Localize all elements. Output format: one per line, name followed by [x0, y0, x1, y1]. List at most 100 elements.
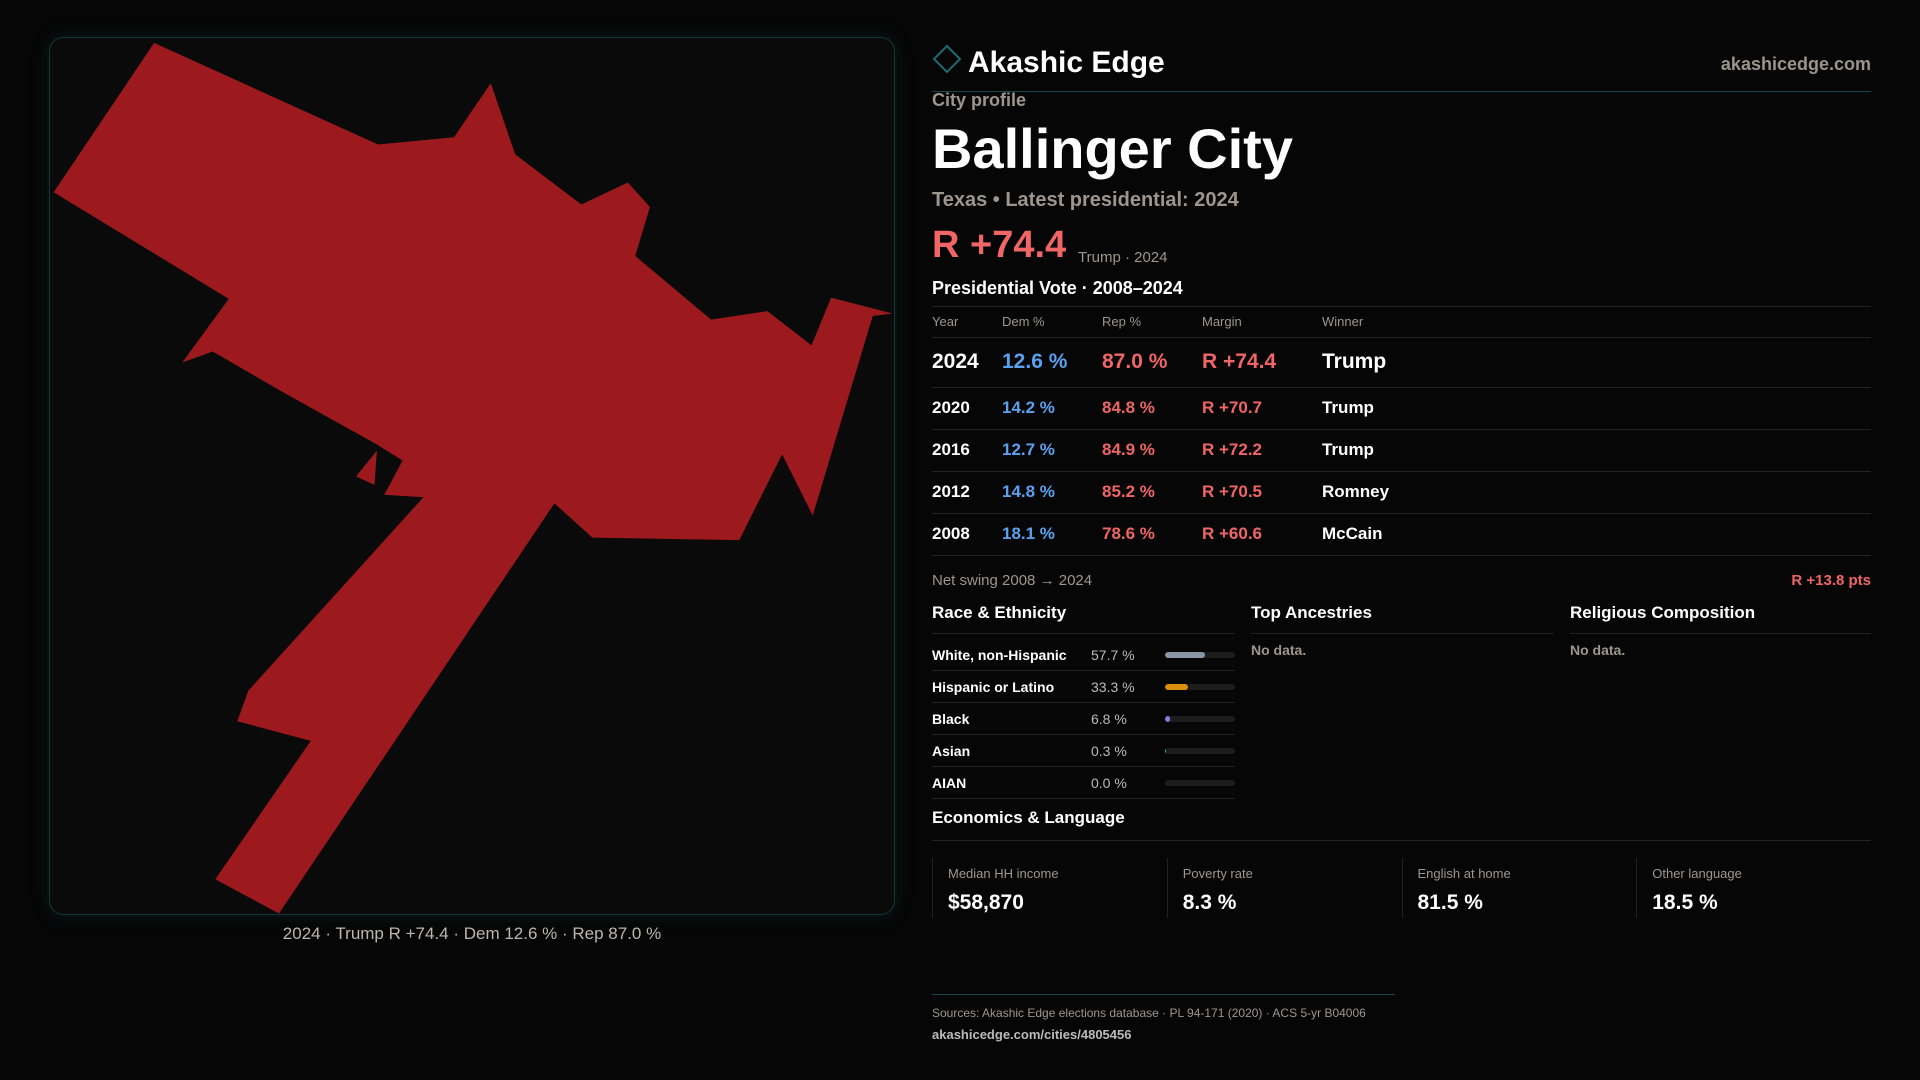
econ-title: Economics & Language — [932, 808, 1871, 841]
cell-winner: Trump — [1322, 429, 1871, 472]
cell-margin: R +70.5 — [1202, 471, 1322, 514]
race-title: Race & Ethnicity — [932, 603, 1235, 634]
cell-year: 2020 — [932, 387, 1002, 430]
cell-dem: 14.8 % — [1002, 471, 1102, 514]
footer-url[interactable]: akashicedge.com/cities/4805456 — [932, 1027, 1132, 1042]
cell-dem: 12.7 % — [1002, 429, 1102, 472]
econ-label: Poverty rate — [1182, 866, 1253, 881]
econ-value: 18.5 % — [1652, 891, 1718, 914]
cell-winner: Trump — [1322, 337, 1871, 388]
race-section: Race & Ethnicity White, non-Hispanic 57.7… — [932, 603, 1235, 799]
race-value: 6.8 % — [1091, 710, 1127, 727]
cell-margin: R +70.7 — [1202, 387, 1322, 430]
brand-name: Akashic Edge — [968, 46, 1165, 79]
cell-dem: 12.6 % — [1002, 337, 1102, 388]
econ-tile: Poverty rate 8.3 % — [1166, 858, 1402, 918]
footer-divider — [932, 994, 1395, 995]
header: Akashic Edge akashicedge.com — [932, 32, 1871, 92]
cell-year: 2024 — [932, 337, 1002, 388]
vote-row: 2012 14.8 % 85.2 % R +70.5 Romney — [932, 471, 1871, 514]
profile-panel: Akashic Edge akashicedge.com City profil… — [932, 0, 1871, 1080]
econ-section: Economics & Language Median HH income $58… — [932, 808, 1871, 918]
race-row: Asian 0.3 % — [932, 735, 1235, 767]
race-label: AIAN — [932, 774, 967, 791]
city-boundary-map — [53, 42, 893, 914]
ancestries-title: Top Ancestries — [1251, 603, 1554, 634]
religion-empty: No data. — [1570, 642, 1626, 658]
cell-margin: R +60.6 — [1202, 513, 1322, 556]
race-label: Asian — [932, 742, 971, 759]
race-label: Hispanic or Latino — [932, 678, 1055, 695]
cell-winner: Trump — [1322, 387, 1871, 430]
cell-dem: 18.1 % — [1002, 513, 1102, 556]
map-caption: 2024 · Trump R +74.4 · Dem 12.6 % · Rep … — [282, 924, 662, 943]
cell-rep: 78.6 % — [1102, 513, 1202, 556]
col-margin: Margin — [1202, 307, 1322, 338]
race-label: White, non-Hispanic — [932, 646, 1067, 663]
race-value: 57.7 % — [1091, 646, 1135, 663]
cell-dem: 14.2 % — [1002, 387, 1102, 430]
diamond-logo-icon — [932, 44, 962, 74]
econ-label: Other language — [1652, 866, 1742, 881]
vote-row: 2024 12.6 % 87.0 % R +74.4 Trump — [932, 337, 1871, 388]
vote-row: 2016 12.7 % 84.9 % R +72.2 Trump — [932, 429, 1871, 472]
cell-margin: R +72.2 — [1202, 429, 1322, 472]
econ-value: 81.5 % — [1417, 891, 1483, 914]
col-year: Year — [932, 307, 1002, 338]
religion-section: Religious Composition No data. — [1570, 603, 1871, 658]
footer-sources: Sources: Akashic Edge elections database… — [932, 1006, 1366, 1020]
page-title: Ballinger City — [932, 117, 1293, 180]
race-bar — [1165, 651, 1235, 658]
econ-tile: Median HH income $58,870 — [932, 858, 1167, 918]
col-winner: Winner — [1322, 307, 1871, 338]
ancestries-empty: No data. — [1251, 642, 1307, 658]
cell-winner: Romney — [1322, 471, 1871, 514]
race-row: Black 6.8 % — [932, 703, 1235, 735]
cell-rep: 87.0 % — [1102, 337, 1202, 388]
econ-value: 8.3 % — [1182, 891, 1237, 914]
race-label: Black — [932, 710, 970, 727]
econ-value: $58,870 — [948, 891, 1024, 914]
race-bar — [1165, 747, 1235, 754]
race-bar-fill — [1165, 683, 1189, 690]
race-row: AIAN 0.0 % — [932, 767, 1235, 799]
religion-title: Religious Composition — [1570, 603, 1871, 634]
econ-tile: Other language 18.5 % — [1636, 858, 1871, 918]
race-value: 0.3 % — [1091, 742, 1127, 759]
subtitle: Texas • Latest presidential: 2024 — [932, 189, 1239, 211]
site-link[interactable]: akashicedge.com — [1720, 54, 1871, 74]
race-bar-fill — [1165, 715, 1170, 722]
cell-rep: 85.2 % — [1102, 471, 1202, 514]
race-bar — [1165, 683, 1235, 690]
vote-row: 2008 18.1 % 78.6 % R +60.6 McCain — [932, 513, 1871, 556]
city-boundary-fragment[interactable] — [356, 450, 377, 485]
votes-table: Year Dem % Rep % Margin Winner 2024 12.6 … — [932, 306, 1871, 556]
headline-margin-note: Trump · 2024 — [1078, 249, 1168, 266]
cell-margin: R +74.4 — [1202, 337, 1322, 388]
econ-label: Median HH income — [948, 866, 1059, 881]
kicker: City profile — [932, 90, 1027, 110]
race-bar-fill — [1165, 651, 1206, 658]
col-rep: Rep % — [1102, 307, 1202, 338]
race-bar — [1165, 779, 1235, 786]
ancestries-section: Top Ancestries No data. — [1251, 603, 1554, 658]
cell-year: 2012 — [932, 471, 1002, 514]
cell-winner: McCain — [1322, 513, 1871, 556]
race-value: 0.0 % — [1091, 774, 1127, 791]
race-row: Hispanic or Latino 33.3 % — [932, 671, 1235, 703]
cell-rep: 84.9 % — [1102, 429, 1202, 472]
swing-label: Net swing 2008 → 2024 — [932, 572, 1093, 589]
cell-year: 2016 — [932, 429, 1002, 472]
cell-year: 2008 — [932, 513, 1002, 556]
swing-value: R +13.8 pts — [1791, 572, 1871, 589]
cell-rep: 84.8 % — [1102, 387, 1202, 430]
votes-title: Presidential Vote · 2008–2024 — [932, 278, 1183, 298]
map-panel[interactable] — [49, 37, 895, 915]
race-value: 33.3 % — [1091, 678, 1135, 695]
econ-tile: English at home 81.5 % — [1401, 858, 1637, 918]
city-boundary-shape[interactable] — [53, 42, 893, 914]
econ-label: English at home — [1417, 866, 1511, 881]
race-row: White, non-Hispanic 57.7 % — [932, 639, 1235, 671]
vote-row: 2020 14.2 % 84.8 % R +70.7 Trump — [932, 387, 1871, 430]
col-dem: Dem % — [1002, 307, 1102, 338]
